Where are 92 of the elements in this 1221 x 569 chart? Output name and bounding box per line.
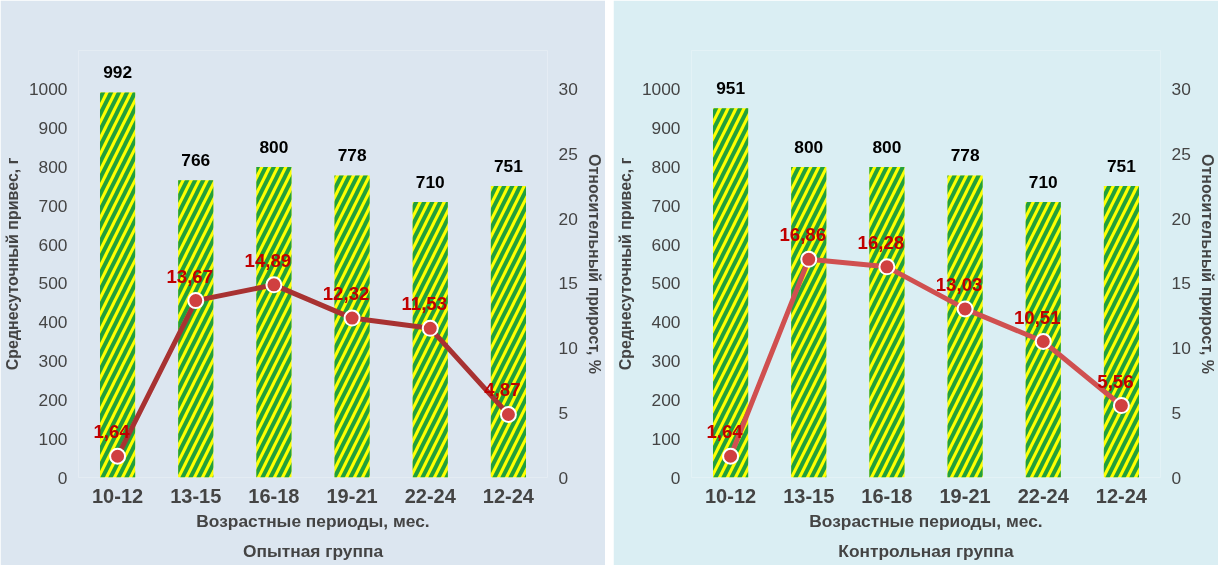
point	[499, 406, 517, 423]
data-label: 4,87	[484, 379, 521, 401]
point	[421, 319, 439, 337]
point	[1112, 397, 1130, 415]
y2-tick-label: 30	[1171, 79, 1191, 100]
y2-tick-label: 5	[1171, 402, 1182, 423]
y-tick-label: 100	[38, 428, 68, 449]
data-label: 800	[872, 136, 902, 157]
data-label: 14,89	[244, 249, 292, 271]
data-label: 778	[950, 145, 980, 166]
y-axis-title: Среднесуточный привес, г	[3, 157, 21, 371]
y-tick-label: 400	[38, 312, 68, 333]
point	[722, 447, 740, 465]
y-tick-label: 0	[57, 467, 68, 488]
y2-axis-title: Относительный прирост, %	[1198, 154, 1216, 374]
y2-tick-label: 15	[558, 273, 578, 294]
point	[109, 447, 127, 465]
x-tick-label: 19-21	[939, 484, 991, 507]
y-tick-label: 800	[651, 156, 681, 177]
y-tick-label: 900	[651, 118, 681, 139]
x-tick-label: 19-21	[326, 484, 378, 507]
y2-tick-label: 10	[1171, 338, 1191, 359]
y2-tick-label: 20	[1171, 208, 1191, 229]
y2-tick-label: 20	[558, 208, 578, 229]
y-tick-label: 900	[38, 118, 68, 139]
y-tick-label: 700	[38, 195, 68, 216]
y-tick-label: 500	[651, 273, 681, 294]
point	[1034, 333, 1052, 350]
x-tick-label: 12-24	[1095, 484, 1148, 507]
data-label: 5,56	[1097, 370, 1134, 392]
y2-tick-label: 25	[1171, 144, 1191, 165]
point	[187, 292, 205, 310]
y-tick-label: 100	[651, 428, 681, 449]
point	[343, 309, 361, 327]
data-label: 800	[794, 136, 824, 157]
y-tick-label: 500	[38, 273, 68, 294]
y2-tick-label: 10	[558, 338, 578, 359]
y-tick-label: 600	[38, 234, 68, 255]
data-label: 766	[181, 150, 211, 171]
x-tick-label: 16-18	[861, 484, 913, 507]
x-tick-label: 12-24	[482, 484, 535, 507]
y-tick-label: 400	[651, 312, 681, 333]
data-label: 751	[493, 155, 524, 176]
y2-tick-label: 5	[558, 402, 569, 423]
x-tick-label: 16-18	[248, 484, 300, 507]
point	[265, 276, 283, 294]
point	[800, 250, 818, 268]
y-tick-label: 300	[38, 351, 68, 372]
data-label: 13,03	[935, 273, 983, 295]
data-label: 13,67	[166, 265, 214, 287]
data-label: 12,32	[322, 283, 370, 305]
y-tick-label: 0	[670, 467, 681, 488]
x-tick-label: 22-24	[404, 484, 457, 507]
data-label: 992	[103, 62, 133, 83]
y-tick-label: 600	[651, 234, 681, 255]
data-label: 800	[259, 136, 289, 157]
y-tick-label: 300	[651, 351, 681, 372]
text: Опытная группа	[242, 540, 384, 561]
y-tick-label: 1000	[28, 79, 68, 100]
data-label: 1,64	[706, 421, 744, 443]
point	[956, 300, 974, 318]
x-tick-label: 13-15	[783, 484, 835, 507]
x-tick-label: 10-12	[705, 484, 757, 507]
y2-tick-label: 30	[558, 79, 578, 100]
y-axis-title: Среднесуточный привес, г	[616, 157, 634, 371]
x-tick-label: 22-24	[1017, 484, 1070, 507]
y-tick-label: 700	[651, 195, 681, 216]
data-label: 710	[415, 171, 445, 192]
data-label: 778	[337, 145, 367, 166]
y2-tick-label: 0	[1171, 467, 1182, 488]
y2-axis-title: Относительный прирост, %	[585, 154, 603, 374]
y2-tick-label: 25	[558, 144, 578, 165]
y-tick-label: 1000	[641, 79, 681, 100]
data-label: 16,86	[779, 224, 827, 246]
y2-tick-label: 15	[1171, 273, 1191, 294]
y-tick-label: 200	[38, 389, 68, 410]
data-label: 1,64	[93, 421, 131, 443]
data-label: 751	[1106, 155, 1137, 176]
point	[878, 258, 896, 276]
x-axis-title: Возрастные периоды, мес.	[809, 510, 1043, 531]
text: Контрольная группа	[838, 540, 1015, 561]
data-label: 10,51	[1013, 306, 1061, 328]
x-axis-title: Возрастные периоды, мес.	[196, 510, 430, 531]
x-tick-label: 13-15	[170, 484, 222, 507]
data-label: 951	[716, 78, 746, 99]
data-label: 16,28	[857, 231, 905, 253]
y2-tick-label: 0	[558, 467, 569, 488]
y-tick-label: 200	[651, 389, 681, 410]
data-label: 710	[1028, 171, 1058, 192]
y-tick-label: 800	[38, 156, 68, 177]
data-label: 11,53	[401, 293, 448, 315]
x-tick-label: 10-12	[92, 484, 144, 507]
